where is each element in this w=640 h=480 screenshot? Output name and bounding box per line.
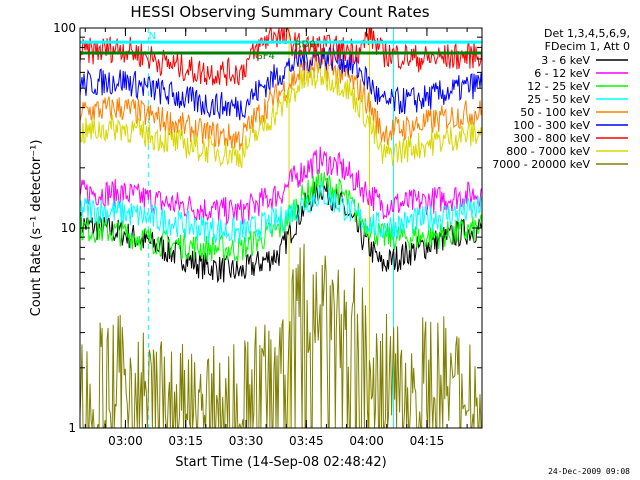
legend-header-line-2: FDecim 1, Att 0 xyxy=(545,40,630,53)
series-trace xyxy=(80,178,482,284)
y-axis: 1 10 100 xyxy=(53,21,482,435)
legend-header-line-1: Det 1,3,4,5,6,9, xyxy=(544,27,630,40)
series-4 xyxy=(80,180,482,245)
x-tick-label-3: 03:30 xyxy=(229,434,264,448)
series-8 xyxy=(80,62,482,169)
series-2 xyxy=(80,146,482,226)
y-tick-label-1: 1 xyxy=(68,421,76,435)
x-tick-label-6: 04:15 xyxy=(410,434,445,448)
legend-label-5: 50 - 100 keV xyxy=(520,106,590,119)
legend-label-9: 7000 - 20000 keV xyxy=(492,158,590,171)
series-3 xyxy=(80,170,482,263)
legend-label-4: 25 - 50 keV xyxy=(527,93,590,106)
timestamp: 24-Dec-2009 09:08 xyxy=(548,467,630,476)
legend: Det 1,3,4,5,6,9, FDecim 1, Att 0 3 - 6 k… xyxy=(492,27,630,171)
legend-label-7: 300 - 800 keV xyxy=(513,132,590,145)
x-axis: 03:00 03:15 03:30 03:45 04:00 04:15 xyxy=(84,28,468,448)
series-trace xyxy=(80,52,482,151)
band-label-1: N xyxy=(149,31,156,42)
x-tick-label-4: 03:45 xyxy=(289,434,324,448)
plot-area: N GF4 RD0 xyxy=(80,28,482,428)
chart-title: HESSI Observing Summary Count Rates xyxy=(130,3,429,21)
series-trace xyxy=(80,62,482,169)
legend-label-8: 800 - 7000 keV xyxy=(506,145,590,158)
series-trace xyxy=(80,170,482,263)
series-trace xyxy=(80,243,482,428)
series-9 xyxy=(80,243,482,428)
series-6 xyxy=(80,44,482,121)
series-trace xyxy=(80,146,482,226)
x-axis-label: Start Time (14-Sep-08 02:48:42) xyxy=(175,455,386,470)
legend-label-3: 12 - 25 keV xyxy=(527,80,590,93)
y-axis-label: Count Rate (s⁻¹ detector⁻¹) xyxy=(29,140,44,317)
series-1 xyxy=(80,178,482,284)
x-tick-label-5: 04:00 xyxy=(349,434,384,448)
plot-content xyxy=(80,28,482,428)
series-trace xyxy=(80,44,482,121)
legend-label-2: 6 - 12 keV xyxy=(534,67,590,80)
legend-label-1: 3 - 6 keV xyxy=(541,54,590,67)
band-label-2: GF4 xyxy=(255,51,275,62)
y-tick-label-3: 100 xyxy=(53,21,76,35)
y-tick-label-2: 10 xyxy=(61,221,76,235)
series-trace xyxy=(80,180,482,245)
x-tick-label-1: 03:00 xyxy=(108,434,143,448)
legend-label-6: 100 - 300 keV xyxy=(513,119,590,132)
series-5 xyxy=(80,52,482,151)
band-label-3: RD0 xyxy=(295,39,316,50)
x-tick-label-2: 03:15 xyxy=(168,434,203,448)
